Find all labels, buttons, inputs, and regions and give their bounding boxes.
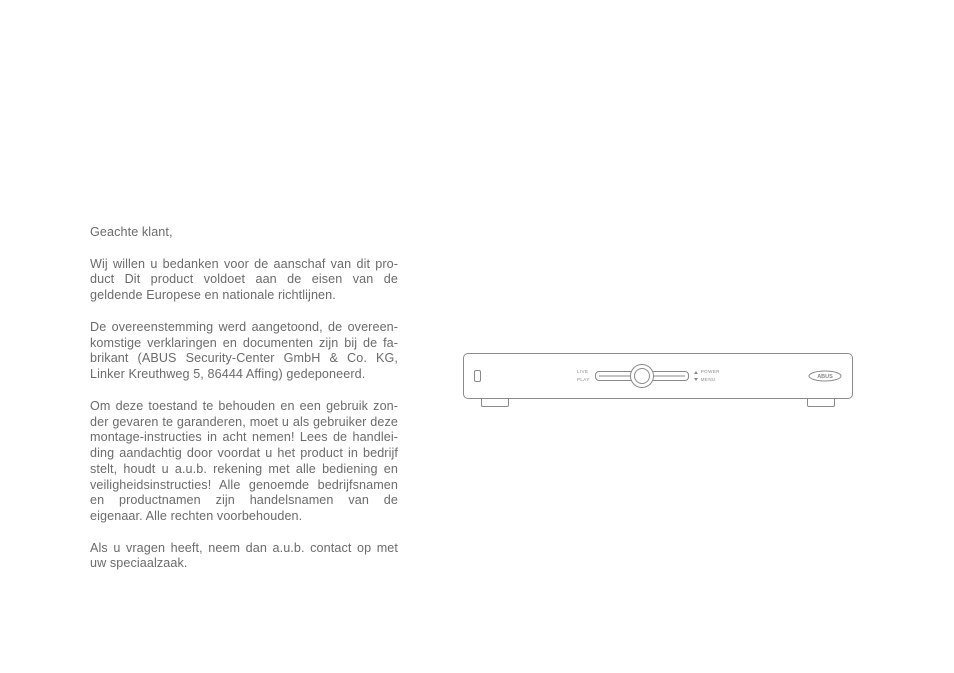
device-front-drawing: LIVE PLAY POWER MENU ABU xyxy=(463,353,853,399)
paragraph-4: Als u vragen heeft, neem dan a.u.b. cont… xyxy=(90,541,398,572)
letter-text-column: Geachte klant, Wij willen u bedanken voo… xyxy=(90,225,398,572)
label-menu: MENU xyxy=(701,378,716,383)
labels-right: POWER MENU xyxy=(694,370,720,382)
abus-logo-icon: ABUS xyxy=(808,370,842,382)
label-power: POWER xyxy=(701,370,720,375)
control-cluster: LIVE PLAY POWER MENU xyxy=(577,364,739,388)
device-foot-right xyxy=(807,399,835,407)
paragraph-2: De overeenstemming werd aangetoond, de o… xyxy=(90,320,398,383)
paragraph-1: Wij willen u bedanken voor de aanschaf v… xyxy=(90,257,398,304)
label-live: LIVE xyxy=(577,370,590,375)
arrow-down-icon xyxy=(694,378,698,381)
arrow-up-icon xyxy=(694,371,698,374)
brand-text: ABUS xyxy=(817,374,833,380)
device-foot-left xyxy=(481,399,509,407)
nav-dpad xyxy=(595,364,689,388)
ir-window-icon xyxy=(474,370,481,382)
nav-knob-icon xyxy=(630,364,654,388)
label-play: PLAY xyxy=(577,378,590,383)
row-menu: MENU xyxy=(694,378,720,383)
greeting: Geachte klant, xyxy=(90,225,398,241)
brand-logo: ABUS xyxy=(808,370,842,382)
document-page: Geachte klant, Wij willen u bedanken voo… xyxy=(0,0,954,673)
labels-left: LIVE PLAY xyxy=(577,370,590,382)
row-power: POWER xyxy=(694,370,720,375)
paragraph-3: Om deze toestand te behouden en een gebr… xyxy=(90,399,398,525)
